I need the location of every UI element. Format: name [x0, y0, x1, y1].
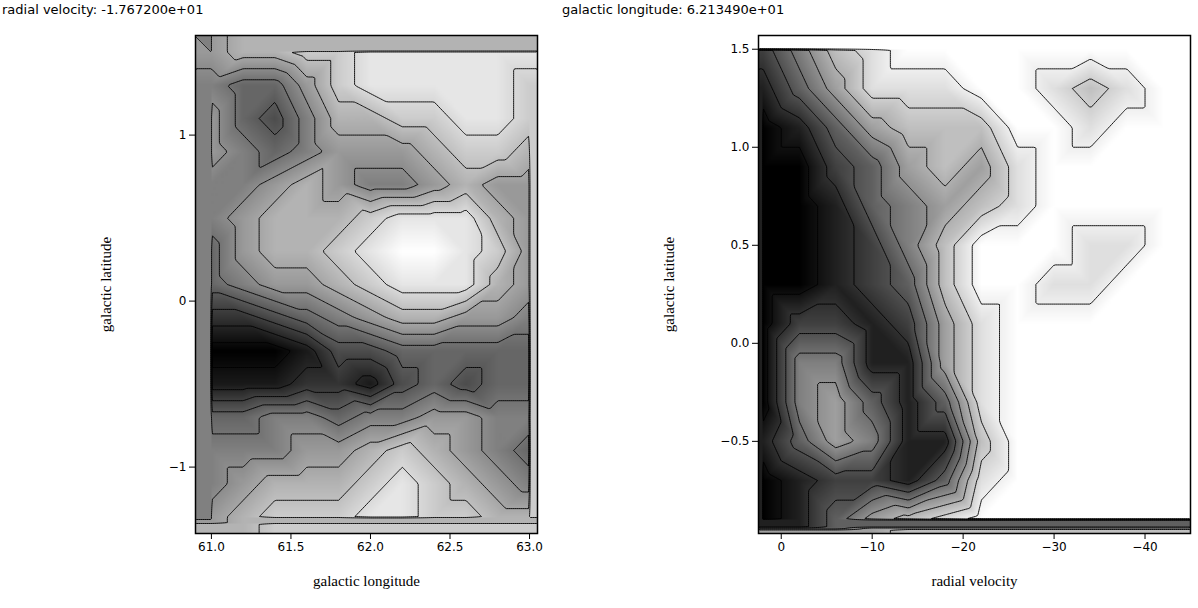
- svg-text:galactic latitude: galactic latitude: [98, 236, 114, 332]
- svg-text:galactic latitude: galactic latitude: [661, 236, 677, 332]
- svg-text:61.5: 61.5: [278, 540, 305, 554]
- svg-text:1: 1: [179, 128, 187, 142]
- html-text:radial velocity: -1.767200e+01: radial velocity: -1.767200e+01: [2, 2, 204, 17]
- svg-text:62.5: 62.5: [437, 540, 464, 554]
- svg-text:1.0: 1.0: [730, 140, 749, 154]
- svg-text:−40: −40: [1132, 540, 1157, 554]
- svg-text:0.0: 0.0: [730, 336, 749, 350]
- svg-text:−10: −10: [860, 540, 885, 554]
- svg-text:63.0: 63.0: [516, 540, 543, 554]
- svg-text:62.0: 62.0: [357, 540, 384, 554]
- svg-text:radial velocity: radial velocity: [931, 573, 1018, 589]
- svg-text:0: 0: [179, 294, 187, 308]
- svg-text:galactic longitude: galactic longitude: [313, 573, 420, 589]
- html-text:galactic longitude: 6.213490e+: galactic longitude: 6.213490e+01: [562, 2, 785, 17]
- svg-text:0.5: 0.5: [730, 238, 749, 252]
- svg-text:61.0: 61.0: [198, 540, 225, 554]
- svg-text:−1: −1: [169, 460, 187, 474]
- svg-text:−20: −20: [950, 540, 975, 554]
- svg-text:1.5: 1.5: [730, 42, 749, 56]
- svg-text:−0.5: −0.5: [720, 434, 749, 448]
- svg-text:0: 0: [777, 540, 785, 554]
- svg-text:−30: −30: [1041, 540, 1066, 554]
